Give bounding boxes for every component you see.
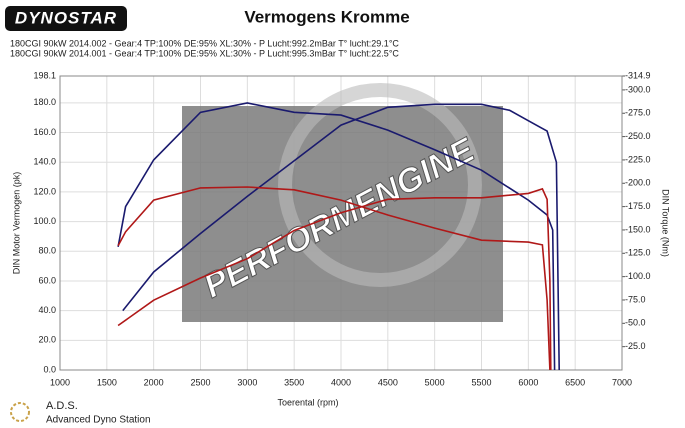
y2-tick-label: -300.0 (625, 84, 651, 94)
footer-title: A.D.S. (46, 400, 78, 412)
y2-axis-label: DIN Torque (Nm) (661, 189, 671, 257)
logo: DYNOSTAR (15, 8, 117, 27)
y2-tick-label: -25.0 (625, 341, 646, 351)
x-tick-label: 4500 (378, 377, 398, 387)
y2-tick-label: -75.0 (625, 294, 646, 304)
plot-frame (59, 75, 623, 371)
y2-tick-label: -200.0 (625, 178, 651, 188)
y-tick-label: 120.0 (33, 186, 56, 196)
y2-tick-label: -175.0 (625, 201, 651, 211)
x-tick-label: 6000 (518, 377, 538, 387)
y-tick-label: 0.0 (43, 364, 56, 374)
y-tick-label: 160.0 (33, 127, 56, 137)
x-tick-label: 3500 (284, 377, 304, 387)
y-axis-label: DIN Motor Vermogen (pk) (11, 172, 21, 275)
series-line (117, 102, 556, 371)
watermark-gear (278, 83, 482, 287)
y2-tick-label: -150.0 (625, 224, 651, 234)
y2-tick-label: -250.0 (625, 131, 651, 141)
series-line (117, 187, 552, 371)
legend-entry: 180CGI 90kW 2014.002 - Gear:4 TP:100% DE… (10, 38, 399, 48)
x-tick-label: 3000 (237, 377, 257, 387)
logo-box (5, 6, 127, 31)
y-tick-label: 80.0 (38, 246, 56, 256)
y-tick-label: 40.0 (38, 305, 56, 315)
x-axis-label: Toerental (rpm) (277, 397, 338, 407)
x-tick-label: 5500 (471, 377, 491, 387)
watermark: PERFORMENGINE (182, 83, 503, 322)
y-tick-label: 198.1 (33, 70, 56, 80)
legend-entry: 180CGI 90kW 2014.001 - Gear:4 TP:100% DE… (10, 48, 399, 58)
series-line (122, 103, 560, 371)
footer-icon (10, 402, 30, 422)
x-tick-label: 7000 (612, 377, 632, 387)
series-line (117, 186, 551, 371)
x-tick-label: 4000 (331, 377, 351, 387)
chart-title: Vermogens Kromme (244, 7, 409, 26)
y-tick-label: 140.0 (33, 157, 56, 167)
x-tick-label: 1000 (50, 377, 70, 387)
x-tick-label: 1500 (97, 377, 117, 387)
footer-subtitle: Advanced Dyno Station (46, 415, 151, 426)
y2-tick-label: -225.0 (625, 154, 651, 164)
x-tick-label: 2000 (144, 377, 164, 387)
watermark-box (182, 106, 503, 322)
y-tick-label: 180.0 (33, 97, 56, 107)
y-tick-label: 100.0 (33, 216, 56, 226)
y2-tick-label: -314.9 (625, 70, 651, 80)
y2-tick-label: -125.0 (625, 248, 651, 258)
x-tick-label: 6500 (565, 377, 585, 387)
y2-tick-label: -275.0 (625, 108, 651, 118)
y-tick-label: 20.0 (38, 335, 56, 345)
y2-tick-label: -100.0 (625, 271, 651, 281)
y-tick-label: 60.0 (38, 275, 56, 285)
x-tick-label: 5000 (425, 377, 445, 387)
y2-tick-label: -50.0 (625, 318, 646, 328)
x-tick-label: 2500 (190, 377, 210, 387)
